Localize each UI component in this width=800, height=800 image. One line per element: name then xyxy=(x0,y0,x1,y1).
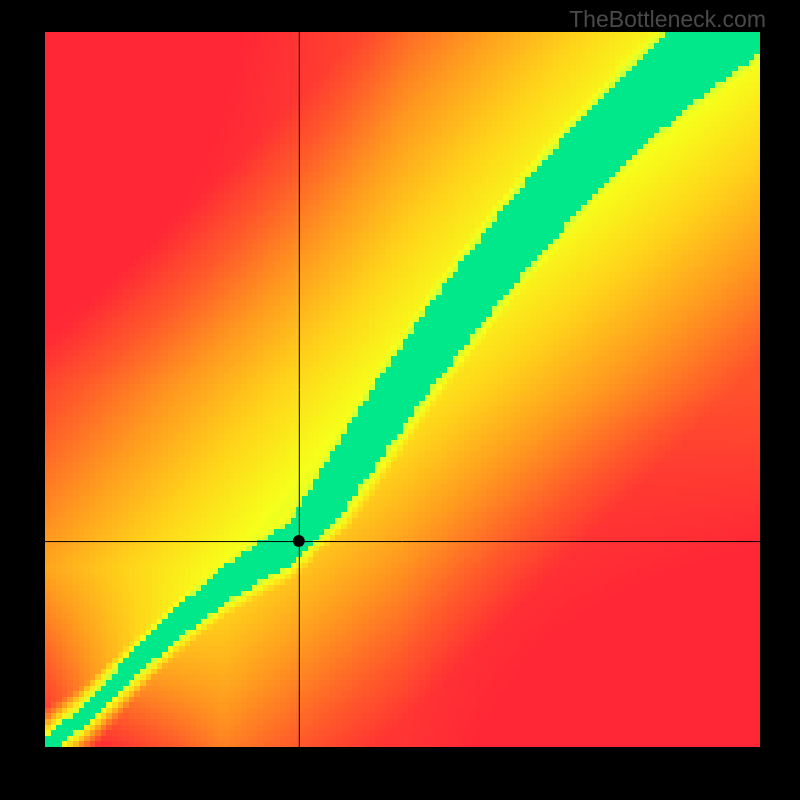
watermark-text: TheBottleneck.com xyxy=(569,6,766,33)
chart-container: TheBottleneck.com xyxy=(0,0,800,800)
bottleneck-heatmap xyxy=(0,0,800,800)
